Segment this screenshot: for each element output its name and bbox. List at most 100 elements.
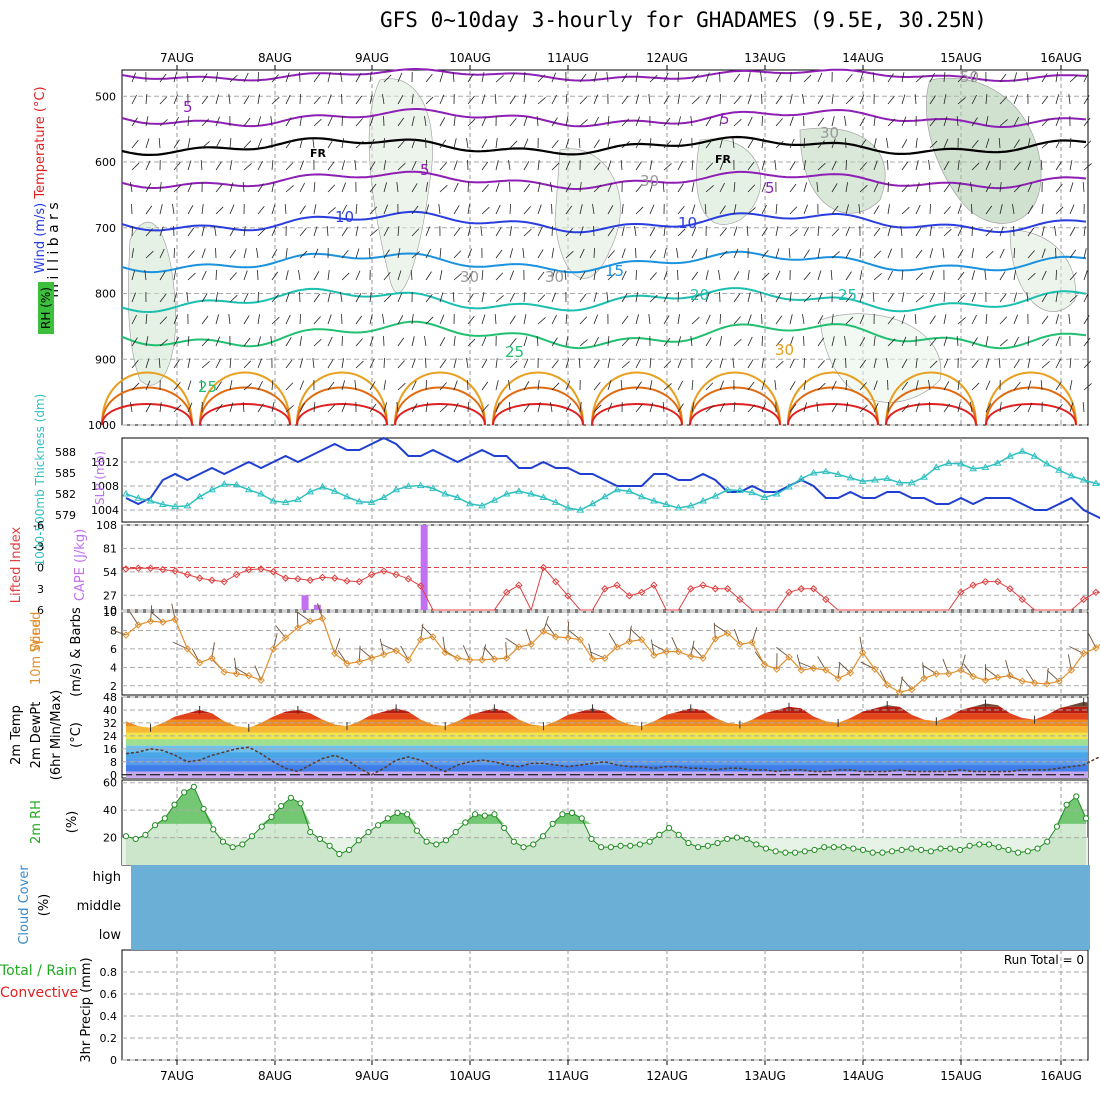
wind-tick-label: 6 bbox=[110, 643, 117, 656]
x-tick-label-bottom: 11AUG bbox=[547, 1069, 589, 1083]
dewpoint-line bbox=[125, 746, 1100, 776]
wind-barb bbox=[215, 184, 223, 193]
y-tick-label: 800 bbox=[95, 288, 116, 301]
rh-marker bbox=[869, 849, 876, 856]
wind-barb bbox=[901, 404, 909, 413]
wind-barb bbox=[383, 137, 385, 149]
wind-barb bbox=[845, 74, 853, 83]
warm-isotherm-dome bbox=[296, 371, 388, 426]
wind-barb bbox=[270, 116, 273, 127]
wind-speed-marker bbox=[208, 654, 216, 662]
thickness-marker bbox=[281, 498, 290, 505]
wind-barb bbox=[873, 250, 882, 259]
wind-barb bbox=[635, 138, 641, 149]
wind-speed-marker bbox=[220, 668, 228, 676]
wind-barb bbox=[803, 402, 808, 413]
wind-barb bbox=[957, 294, 966, 303]
wind-barb bbox=[523, 403, 531, 413]
cape-tick-label: 81 bbox=[103, 542, 117, 555]
warm-isotherm-dome bbox=[591, 371, 683, 426]
wind-barb bbox=[690, 336, 693, 347]
wind-speed-marker bbox=[392, 647, 400, 655]
wind-barb bbox=[326, 226, 329, 237]
wind-barb bbox=[536, 336, 539, 347]
wind-barb bbox=[369, 336, 374, 347]
wind-barb bbox=[803, 294, 812, 303]
wind-barb bbox=[355, 204, 358, 215]
wind-barb bbox=[453, 116, 456, 127]
axis-label-cloud-units: (%) bbox=[37, 894, 52, 917]
wind-barb bbox=[629, 628, 642, 640]
wind-barb bbox=[747, 359, 754, 369]
wind-barb bbox=[159, 293, 167, 303]
thickness-tick-label: 588 bbox=[55, 446, 76, 459]
wind-barb bbox=[565, 205, 573, 215]
wind-barb bbox=[1041, 226, 1045, 237]
wind-barb bbox=[817, 72, 823, 83]
wind-speed-marker bbox=[195, 659, 204, 667]
wind-barb bbox=[187, 402, 193, 413]
wind-barb bbox=[775, 73, 782, 83]
rh-marker bbox=[122, 833, 130, 840]
wind-barb bbox=[327, 270, 330, 281]
contour-label: 30 bbox=[460, 268, 479, 286]
wind-barb bbox=[663, 226, 666, 237]
wind-barb bbox=[1041, 118, 1050, 127]
cloud-level-label: high bbox=[93, 870, 121, 885]
wind-barb bbox=[411, 403, 418, 413]
wind-barb bbox=[886, 138, 889, 149]
lifted-index-marker bbox=[294, 575, 302, 583]
warm-isotherm-dome bbox=[296, 403, 388, 426]
rh-marker bbox=[1005, 846, 1012, 854]
wind-barb bbox=[228, 94, 231, 105]
wind-barb bbox=[831, 183, 838, 193]
wind-barb bbox=[215, 138, 221, 149]
temp-tick-label: 8 bbox=[110, 756, 117, 769]
wind-barb bbox=[173, 184, 182, 193]
wind-speed-marker bbox=[932, 670, 941, 678]
wind-speed-marker bbox=[576, 635, 584, 644]
wind-barb bbox=[467, 316, 475, 325]
wind-barb bbox=[173, 382, 181, 391]
thickness-marker bbox=[478, 501, 486, 509]
wind-speed-marker bbox=[969, 672, 977, 681]
wind-speed-marker bbox=[883, 681, 891, 689]
y-tick-label: 1000 bbox=[88, 419, 116, 432]
thickness-tick-label: 585 bbox=[55, 467, 76, 480]
wind-barb bbox=[719, 358, 724, 369]
wind-barb bbox=[579, 248, 585, 259]
wind-barb bbox=[1083, 315, 1090, 325]
axis-label-slp: SLP (mb) bbox=[93, 451, 107, 505]
thickness-marker bbox=[748, 488, 757, 496]
wind-barb bbox=[733, 118, 742, 127]
y-tick-label: 500 bbox=[95, 90, 116, 103]
wind-speed-marker bbox=[416, 635, 425, 644]
wind-barb bbox=[649, 160, 653, 171]
wind-speed-marker bbox=[908, 685, 916, 694]
wind-barb bbox=[859, 72, 864, 83]
wind-barb bbox=[439, 117, 446, 127]
wind-speed-marker bbox=[748, 638, 756, 647]
isotherm-10 bbox=[121, 210, 1087, 234]
thickness-marker bbox=[355, 497, 364, 505]
wind-barb bbox=[551, 162, 560, 171]
contour-label: 5 bbox=[765, 179, 775, 197]
wind-barb bbox=[340, 72, 343, 83]
wind-barb bbox=[985, 138, 990, 149]
precip-tick-label: 0.6 bbox=[100, 988, 118, 1001]
wind-speed-marker bbox=[429, 633, 437, 641]
rh-marker bbox=[908, 845, 915, 852]
wind-barb bbox=[481, 336, 487, 347]
contour-label: 25 bbox=[198, 378, 217, 396]
wind-barb bbox=[845, 271, 852, 281]
wind-barb bbox=[635, 206, 644, 215]
rh-marker bbox=[830, 844, 837, 851]
wind-barb bbox=[131, 117, 138, 127]
contour-label: 30 bbox=[775, 341, 794, 359]
x-tick-label-bottom: 15AUG bbox=[940, 1069, 982, 1083]
wind-barb bbox=[1012, 204, 1015, 215]
wind-barb bbox=[984, 270, 987, 281]
wind-speed-marker bbox=[773, 665, 781, 673]
wind-barb bbox=[201, 226, 205, 237]
